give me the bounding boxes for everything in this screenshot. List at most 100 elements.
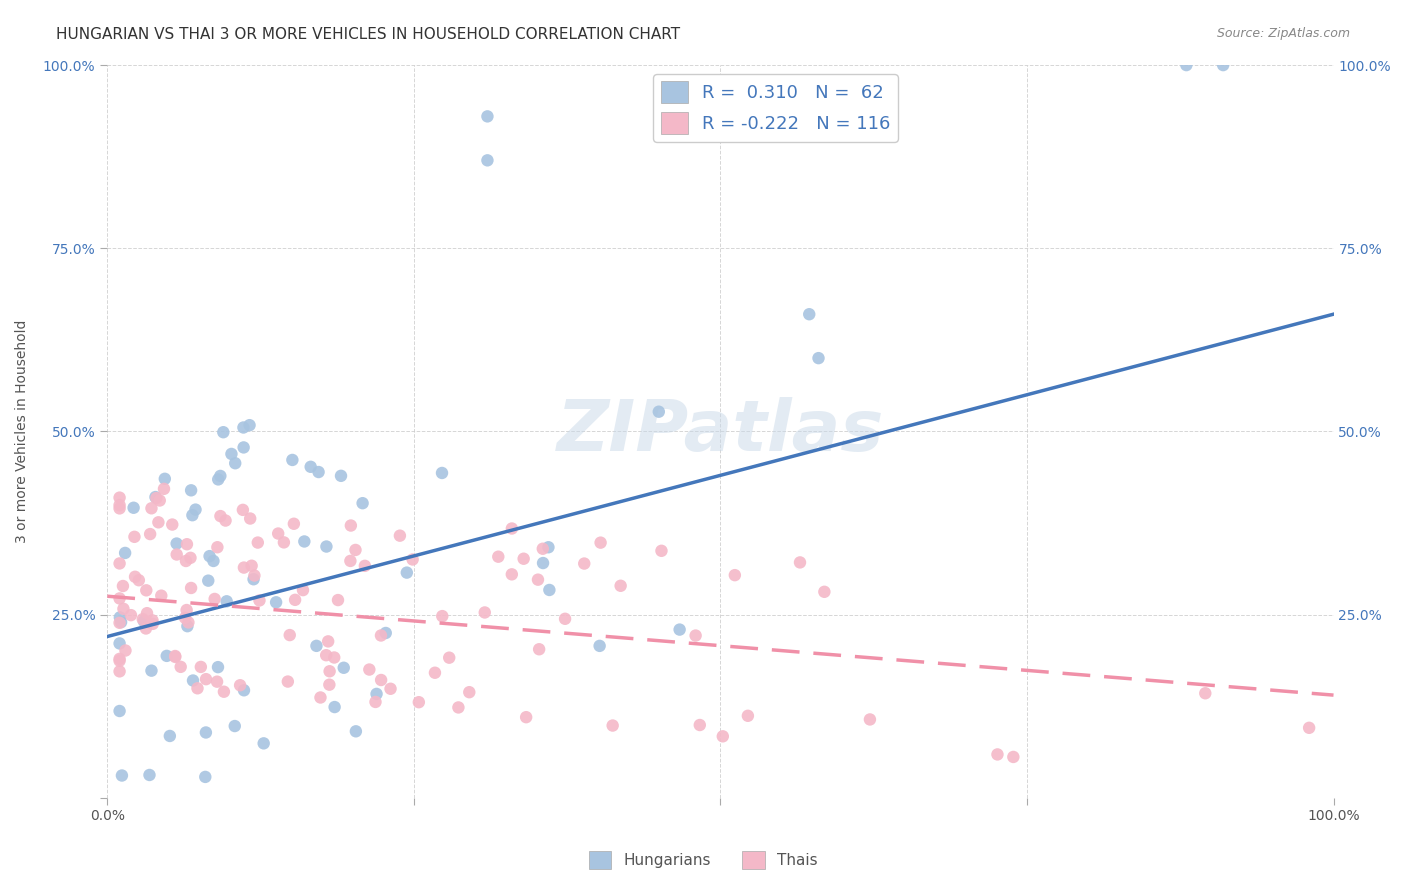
Point <box>174 554 197 568</box>
Point <box>305 639 328 653</box>
Point <box>212 684 235 698</box>
Point <box>527 573 550 587</box>
Point <box>316 634 339 648</box>
Point <box>197 574 219 588</box>
Point <box>253 736 276 750</box>
Point <box>108 610 131 624</box>
Point <box>531 541 554 556</box>
Point <box>166 536 188 550</box>
Point <box>135 622 157 636</box>
Point <box>323 700 346 714</box>
Point <box>181 673 204 688</box>
Point <box>174 611 197 625</box>
Point <box>159 729 181 743</box>
Point <box>477 109 499 123</box>
Point <box>986 747 1008 762</box>
Point <box>323 650 346 665</box>
Point <box>141 664 163 678</box>
Point <box>724 568 747 582</box>
Point <box>177 615 200 630</box>
Point <box>176 537 198 551</box>
Point <box>108 498 131 512</box>
Point <box>273 535 295 549</box>
Point <box>180 581 202 595</box>
Point <box>142 616 165 631</box>
Point <box>186 681 208 696</box>
Point <box>214 514 236 528</box>
Point <box>789 556 811 570</box>
Point <box>232 441 254 455</box>
Point <box>330 468 353 483</box>
Point <box>309 690 332 705</box>
Point <box>318 678 340 692</box>
Point <box>108 591 131 606</box>
Point <box>648 405 671 419</box>
Point <box>408 695 430 709</box>
Point <box>139 527 162 541</box>
Point <box>711 729 734 743</box>
Point <box>1002 750 1025 764</box>
Point <box>859 713 882 727</box>
Point <box>388 529 411 543</box>
Point <box>538 582 561 597</box>
Point <box>249 593 271 607</box>
Point <box>120 608 142 623</box>
Point <box>114 643 136 657</box>
Point <box>207 472 229 486</box>
Point <box>108 704 131 718</box>
Point <box>423 665 446 680</box>
Point <box>340 518 363 533</box>
Point <box>318 665 340 679</box>
Point <box>246 535 269 549</box>
Point <box>283 516 305 531</box>
Point <box>315 540 337 554</box>
Legend: Hungarians, Thais: Hungarians, Thais <box>582 845 824 875</box>
Point <box>149 493 172 508</box>
Point <box>813 584 835 599</box>
Point <box>122 500 145 515</box>
Point <box>240 558 263 573</box>
Point <box>194 725 217 739</box>
Point <box>554 612 576 626</box>
Point <box>202 554 225 568</box>
Point <box>308 465 330 479</box>
Point <box>281 453 304 467</box>
Point <box>232 420 254 434</box>
Point <box>207 540 229 554</box>
Point <box>108 501 131 516</box>
Point <box>537 541 560 555</box>
Point <box>366 687 388 701</box>
Point <box>299 459 322 474</box>
Point <box>179 550 201 565</box>
Point <box>477 153 499 168</box>
Point <box>277 674 299 689</box>
Point <box>215 594 238 608</box>
Point <box>589 535 612 549</box>
Point <box>170 660 193 674</box>
Point <box>166 548 188 562</box>
Point <box>150 589 173 603</box>
Point <box>124 570 146 584</box>
Point <box>141 614 163 628</box>
Point <box>239 511 262 525</box>
Point <box>162 517 184 532</box>
Text: ZIPatlas: ZIPatlas <box>557 397 884 466</box>
Point <box>221 447 243 461</box>
Point <box>326 593 349 607</box>
Point <box>352 496 374 510</box>
Point <box>474 606 496 620</box>
Point <box>737 708 759 723</box>
Point <box>110 615 132 629</box>
Point <box>332 661 354 675</box>
Point <box>181 508 204 523</box>
Point <box>807 351 830 365</box>
Point <box>291 583 314 598</box>
Point <box>501 522 523 536</box>
Point <box>374 626 396 640</box>
Point <box>1212 58 1234 72</box>
Point <box>668 623 690 637</box>
Point <box>207 660 229 674</box>
Point <box>242 572 264 586</box>
Point <box>233 683 256 698</box>
Point <box>689 718 711 732</box>
